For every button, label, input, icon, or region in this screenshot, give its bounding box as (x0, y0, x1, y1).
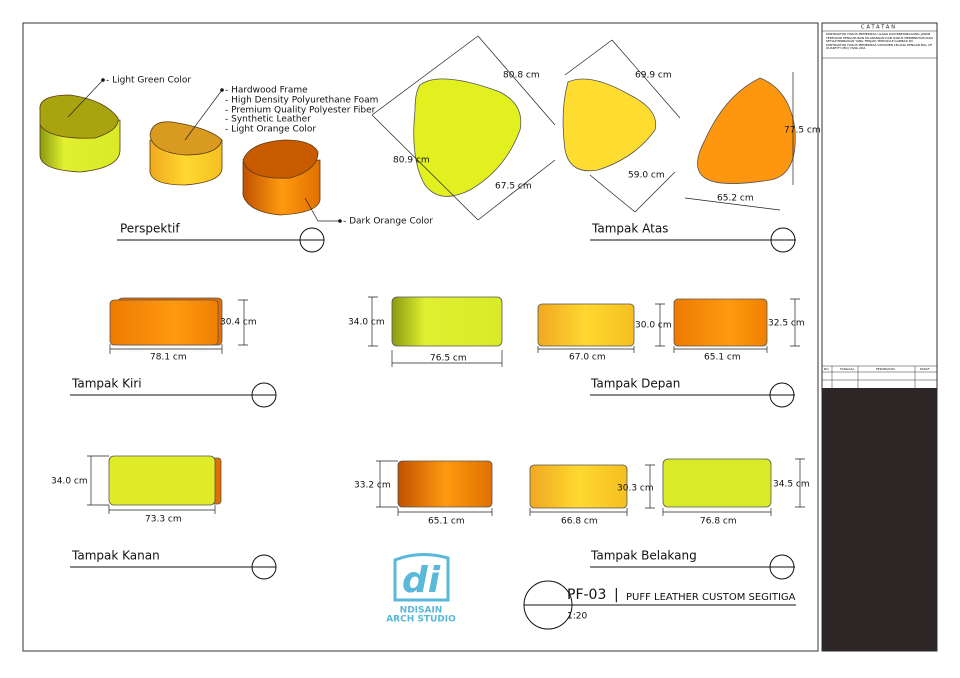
dimension: 59.0 cm (628, 171, 665, 181)
perspective-models (39, 78, 342, 223)
back-green (662, 458, 772, 508)
note: KONTRAKTOR HARUS MEMERIKSA DOKUMEN LELAN… (826, 42, 933, 51)
marker (770, 227, 796, 253)
dimension: 80.8 cm (503, 71, 540, 81)
dimension: 76.8 cm (700, 517, 737, 527)
title-lines (70, 239, 796, 568)
marker (251, 554, 277, 580)
dim-line (477, 159, 556, 221)
dimension: 69.9 cm (635, 71, 672, 81)
dim-line (371, 114, 479, 221)
callout: - Dark Orange Color (343, 217, 433, 227)
top-green (413, 78, 522, 197)
note: KONTRAKTOR HARUS MEMERIKSA ULANG DAN BER… (826, 33, 933, 44)
pouf-green-top (39, 94, 119, 139)
title-panel (822, 388, 937, 651)
callout: - Hardwood Frame (225, 86, 308, 96)
dimension: 77.5 cm (784, 126, 821, 136)
view-title: Tampak Kanan (71, 549, 160, 563)
dim-line (611, 39, 681, 119)
notes-heading: CATATAN (861, 25, 897, 31)
top-orange (697, 77, 796, 184)
table-header: PARAF (920, 367, 930, 371)
elevation-models (87, 296, 805, 516)
dim-line (371, 35, 479, 116)
dim-line (634, 171, 676, 213)
view-markers (70, 227, 796, 580)
top-view-models (371, 35, 796, 221)
callout: - Light Orange Color (225, 125, 316, 135)
dimension: 67.5 cm (495, 182, 532, 192)
right-view (108, 455, 216, 506)
marker (251, 382, 277, 408)
dimension: 67.0 cm (569, 353, 606, 363)
marker (769, 382, 795, 408)
top-yellow (562, 78, 657, 172)
leader-dot (101, 78, 105, 82)
dimension: 66.8 cm (561, 517, 598, 527)
dimension: 30.3 cm (617, 484, 654, 494)
callout: - Light Green Color (106, 76, 191, 86)
leader-dot (338, 219, 342, 223)
dimension: 34.0 cm (348, 318, 385, 328)
dimension: 80.9 cm (393, 156, 430, 166)
dimension: 65.1 cm (428, 517, 465, 527)
table-header: NO. (824, 367, 829, 371)
front-orange (673, 298, 768, 347)
marker (299, 227, 325, 253)
drawing-scale: 1:20 (567, 612, 587, 622)
dim-lines (87, 296, 805, 516)
dimension: 78.1 cm (150, 353, 187, 363)
table-header: TANGGAL (839, 367, 855, 371)
dimension: 34.0 cm (51, 477, 88, 487)
leader (184, 89, 223, 141)
left-view (109, 299, 219, 346)
logo-frame (393, 553, 450, 602)
view-title: Tampak Kiri (71, 377, 142, 391)
separator: | (614, 587, 619, 603)
table-header: PERUBAHAN (876, 367, 895, 371)
logo-text: ARCH STUDIO (386, 615, 456, 625)
leader (304, 197, 340, 222)
drawing-code: PF-03 (567, 587, 606, 603)
front-green (391, 296, 503, 347)
view-title: Tampak Depan (590, 377, 680, 391)
leader-dot (220, 88, 224, 92)
marker (769, 554, 795, 580)
view-title: Tampak Atas (591, 222, 668, 236)
back-orange (397, 460, 493, 508)
notes: KONTRAKTOR HARUS MEMERIKSA ULANG DAN BER… (826, 33, 935, 51)
notes-box: KONTRAKTOR HARUS MEMERIKSA ULANG DAN BER… (826, 33, 935, 51)
back-yellow (529, 464, 628, 509)
callout: - Synthetic Leather (225, 115, 311, 125)
dimension: 65.2 cm (717, 194, 754, 204)
sheet-frame (22, 22, 819, 652)
view-title: Tampak Belakang (590, 549, 697, 563)
dimension: 34.5 cm (773, 480, 810, 490)
front-yellow (537, 303, 635, 347)
dimension: 30.0 cm (635, 321, 672, 331)
logo-mark: di (402, 560, 441, 601)
dimension: 76.5 cm (430, 354, 467, 364)
leader (67, 79, 104, 118)
dim-line (589, 174, 636, 213)
dim-line (684, 197, 781, 211)
dimension: 32.5 cm (768, 319, 805, 329)
dimension: 30.4 cm (220, 318, 257, 328)
callout: - High Density Polyurethane Foam (225, 96, 378, 106)
callout: - Premium Quality Polyester Fiber (225, 106, 376, 116)
dim-line (564, 39, 613, 76)
drawing-name: PUFF LEATHER CUSTOM SEGITIGA (626, 592, 796, 603)
view-title: Perspektif (120, 222, 180, 236)
dimension: 65.1 cm (704, 353, 741, 363)
dim-line (477, 35, 556, 126)
panel-lines (822, 30, 937, 388)
logo-text: NDISAIN (400, 606, 443, 616)
dimension: 33.2 cm (354, 481, 391, 491)
pouf-orange-top (242, 139, 319, 179)
dimension: 73.3 cm (145, 515, 182, 525)
